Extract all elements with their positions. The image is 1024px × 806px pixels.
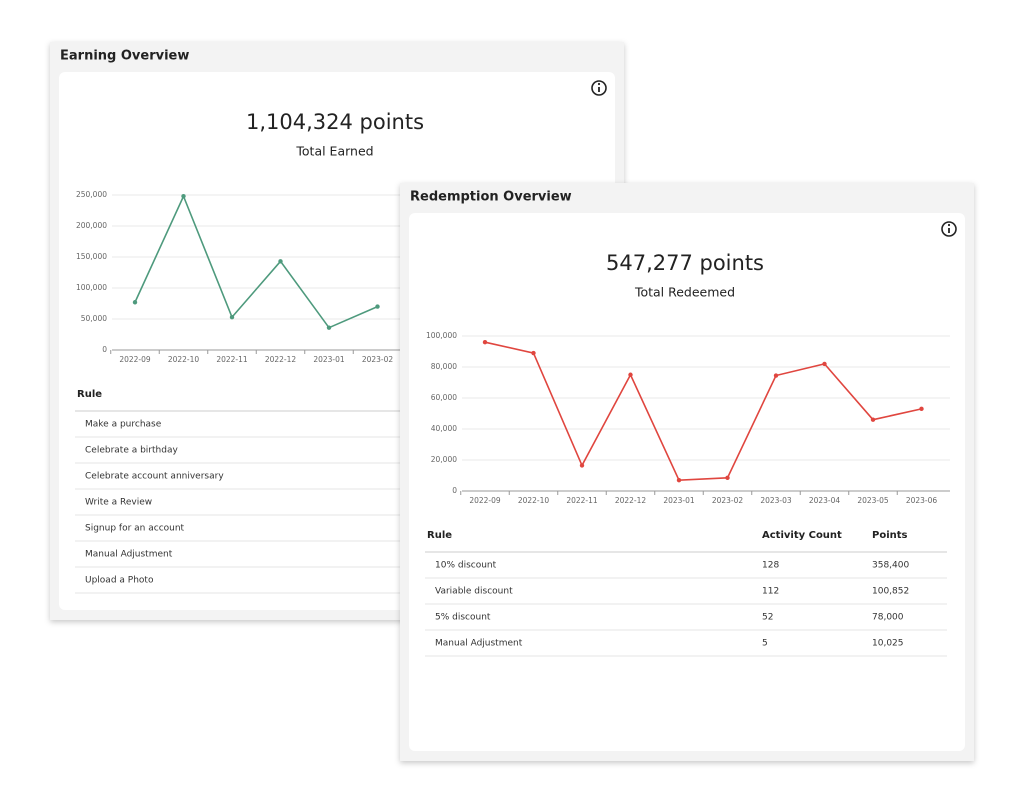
x-tick-label: 2023-04 (809, 496, 841, 505)
x-tick-label: 2023-01 (663, 496, 695, 505)
table-cell: Signup for an account (85, 524, 185, 534)
y-tick-label: 50,000 (81, 314, 107, 323)
x-tick-label: 2023-06 (906, 496, 938, 505)
data-point (579, 463, 585, 468)
table-cell: Make a purchase (85, 420, 162, 430)
table-cell: Celebrate account anniversary (85, 472, 224, 482)
info-icon[interactable] (591, 80, 607, 96)
x-tick-label: 2023-01 (313, 355, 345, 364)
y-tick-label: 80,000 (431, 362, 457, 371)
x-tick-label: 2022-09 (119, 355, 151, 364)
x-tick-label: 2023-03 (760, 496, 792, 505)
total-label: Total Earned (295, 144, 373, 159)
table-cell: 128 (762, 561, 779, 571)
series-line (134, 194, 378, 329)
y-tick-label: 0 (102, 345, 107, 354)
table-cell: 10,025 (872, 639, 904, 649)
table-cell: 5% discount (435, 613, 491, 623)
data-point (482, 340, 488, 345)
x-tick-label: 2022-11 (566, 496, 598, 505)
data-point (870, 417, 876, 422)
table-cell: 358,400 (872, 561, 909, 571)
data-point (531, 350, 536, 356)
table-cell: 52 (762, 613, 773, 623)
table-header: Activity Count (762, 530, 842, 541)
data-point (278, 259, 283, 264)
table-cell: Manual Adjustment (85, 550, 173, 560)
table-cell: Variable discount (435, 587, 513, 597)
table-header: Rule (427, 530, 452, 541)
y-tick-label: 60,000 (431, 393, 457, 402)
y-tick-label: 150,000 (76, 252, 107, 261)
table-cell: Write a Review (85, 498, 152, 508)
card-body (409, 213, 965, 751)
data-point (919, 406, 924, 412)
data-point (132, 300, 138, 305)
table-cell: 5 (762, 639, 768, 649)
data-point (725, 475, 730, 481)
table-cell: 100,852 (872, 587, 909, 597)
table-header: Rule (77, 389, 102, 400)
data-point (822, 361, 827, 367)
series-line (484, 341, 922, 481)
total-value: 1,104,324 points (246, 110, 424, 134)
table-cell: 78,000 (872, 613, 904, 623)
card-title: Redemption Overview (410, 190, 572, 205)
table-cell: Upload a Photo (85, 576, 154, 586)
table-cell: 10% discount (435, 561, 497, 571)
x-tick-label: 2022-10 (518, 496, 550, 505)
x-tick-label: 2022-09 (469, 496, 501, 505)
y-tick-label: 20,000 (431, 455, 457, 464)
y-tick-label: 100,000 (426, 331, 457, 340)
table-cell: 112 (762, 587, 779, 597)
info-icon[interactable] (941, 221, 957, 237)
y-tick-label: 250,000 (76, 190, 107, 199)
table-header: Points (872, 530, 908, 541)
data-point (375, 304, 380, 309)
overview-card: Redemption Overview 547,277 points Total R… (400, 183, 974, 761)
info-icon-dot (947, 223, 951, 227)
data-point (676, 477, 682, 483)
y-tick-label: 100,000 (76, 283, 107, 292)
x-tick-label: 2023-02 (712, 496, 744, 505)
data-point (628, 372, 633, 377)
x-tick-label: 2022-12 (265, 355, 297, 364)
x-tick-label: 2022-11 (216, 355, 248, 364)
table-cell: Manual Adjustment (435, 639, 523, 649)
x-tick-label: 2022-10 (168, 355, 200, 364)
data-point (326, 325, 332, 330)
card-title: Earning Overview (60, 49, 189, 64)
info-icon-dot (597, 82, 601, 86)
data-point (229, 314, 235, 320)
total-value: 547,277 points (606, 251, 764, 275)
data-point (773, 373, 779, 378)
x-tick-label: 2023-05 (857, 496, 889, 505)
y-tick-label: 200,000 (76, 221, 107, 230)
x-tick-label: 2023-02 (362, 355, 394, 364)
y-tick-label: 0 (452, 486, 457, 495)
data-point (181, 194, 186, 199)
total-label: Total Redeemed (634, 285, 735, 300)
x-tick-label: 2022-12 (615, 496, 647, 505)
y-tick-label: 40,000 (431, 424, 457, 433)
table-cell: Celebrate a birthday (85, 446, 178, 456)
